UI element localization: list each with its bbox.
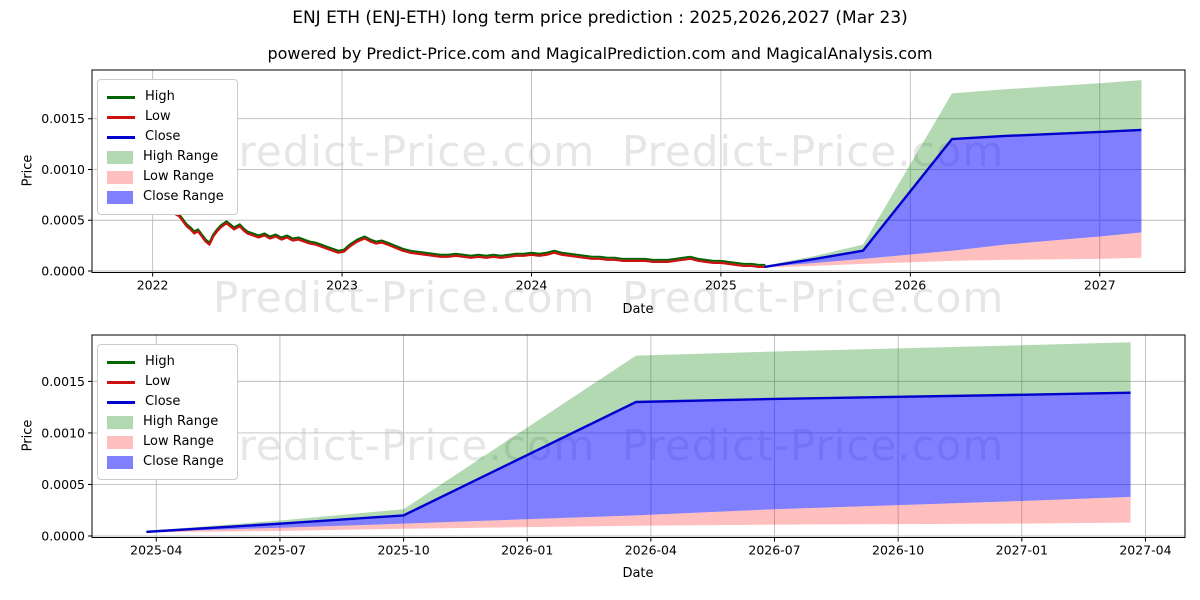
legend-swatch-icon	[107, 360, 135, 364]
x-tick-label: 2027	[1084, 278, 1116, 293]
y-tick-label: 0.0010	[41, 425, 85, 440]
x-tick-label: 2026	[894, 278, 926, 293]
x-tick-label: 2027-04	[1119, 543, 1171, 558]
legend-swatch-icon	[107, 415, 133, 429]
x-axis-label-bottom: Date	[622, 566, 654, 581]
low-line	[136, 202, 766, 269]
legend-swatch-icon	[107, 135, 135, 139]
y-tick-label: 0.0015	[41, 374, 85, 389]
legend-item-close-range: Close Range	[107, 187, 227, 207]
high-line	[136, 200, 766, 266]
x-tick-label: 2023	[326, 278, 358, 293]
x-tick-label: 2025-04	[130, 543, 182, 558]
watermark-text: Predict-Price.com	[213, 127, 596, 176]
close-line	[146, 391, 1131, 534]
legend-label: Low Range	[143, 434, 214, 449]
close-line	[764, 128, 1142, 269]
legend-item-low: Low	[107, 372, 227, 392]
y-tick-label: 0.0000	[41, 529, 85, 544]
legend-item-low: Low	[107, 107, 227, 127]
legend-swatch-icon	[107, 95, 135, 99]
legend-swatch-icon	[107, 380, 135, 384]
x-tick-label: 2025	[705, 278, 737, 293]
x-tick-label: 2025-07	[254, 543, 306, 558]
y-axis-label-bottom: Price	[20, 419, 36, 452]
watermark-text: Predict-Price.com	[213, 273, 596, 322]
x-tick-label: 2026-10	[872, 543, 924, 558]
legend-item-high-range: High Range	[107, 147, 227, 167]
high-range-area	[146, 342, 1131, 532]
x-tick-label: 2024	[516, 278, 548, 293]
y-tick-label: 0.0005	[41, 477, 85, 492]
x-axis-label-top: Date	[622, 302, 654, 317]
y-tick-label: 0.0005	[41, 213, 85, 228]
legend-item-close: Close	[107, 127, 227, 147]
legend-label: Low	[145, 109, 171, 124]
legend-swatch-icon	[107, 170, 133, 184]
y-tick-label: 0.0015	[41, 111, 85, 126]
legend-label: Low	[145, 374, 171, 389]
figure-title: ENJ ETH (ENJ-ETH) long term price predic…	[292, 8, 908, 28]
close-range-area	[146, 392, 1131, 532]
legend-swatch-icon	[107, 115, 135, 119]
legend-label: Close	[145, 129, 181, 144]
high-range-area	[764, 80, 1142, 267]
y-axis-label-top: Price	[20, 154, 36, 187]
legend-label: Low Range	[143, 169, 214, 184]
x-tick-label: 2026-04	[625, 543, 677, 558]
watermark-text: Predict-Price.com	[622, 273, 1005, 322]
y-tick-label: 0.0010	[41, 162, 85, 177]
legend-item-close-range: Close Range	[107, 452, 227, 472]
legend-swatch-icon	[107, 400, 135, 404]
x-tick-label: 2026-07	[748, 543, 800, 558]
legend-item-close: Close	[107, 392, 227, 412]
legend-label: Close	[145, 394, 181, 409]
x-tick-label: 2026-01	[501, 543, 553, 558]
low-range-area	[146, 496, 1131, 533]
y-tick-label: 0.0000	[41, 263, 85, 278]
x-tick-label: 2022	[137, 278, 169, 293]
x-tick-label: 2025-10	[377, 543, 429, 558]
x-tick-label: 2027-01	[996, 543, 1048, 558]
legend-swatch-icon	[107, 190, 133, 204]
legend-item-high-range: High Range	[107, 412, 227, 432]
legend-item-high: High	[107, 352, 227, 372]
legend-top-chart: High Low Close High Range Low Range Close Ran…	[97, 79, 238, 215]
figure-subtitle: powered by Predict-Price.com and Magical…	[267, 44, 933, 63]
forecast-chart: 2025-04 2025-07 2025-10 2026-01 2026-04 2026-…	[41, 334, 1186, 558]
legend-item-high: High	[107, 87, 227, 107]
full-history-chart: 2022 2023 2024 2025 2026 2027 0.0000 0.0005 0.00…	[41, 69, 1186, 293]
axes-frame	[91, 334, 1186, 538]
legend-label: Close Range	[143, 454, 224, 469]
low-range-area	[764, 232, 1142, 268]
close-range-area	[764, 129, 1142, 267]
legend-label: High Range	[143, 149, 219, 164]
legend-label: High	[145, 354, 175, 369]
legend-swatch-icon	[107, 150, 133, 164]
legend-label: Close Range	[143, 189, 224, 204]
axes-frame	[91, 69, 1186, 273]
legend-swatch-icon	[107, 435, 133, 449]
legend-item-low-range: Low Range	[107, 167, 227, 187]
legend-bottom-chart: High Low Close High Range Low Range Close Ran…	[97, 344, 238, 480]
legend-swatch-icon	[107, 455, 133, 469]
legend-item-low-range: Low Range	[107, 432, 227, 452]
legend-label: High	[145, 89, 175, 104]
legend-label: High Range	[143, 414, 219, 429]
